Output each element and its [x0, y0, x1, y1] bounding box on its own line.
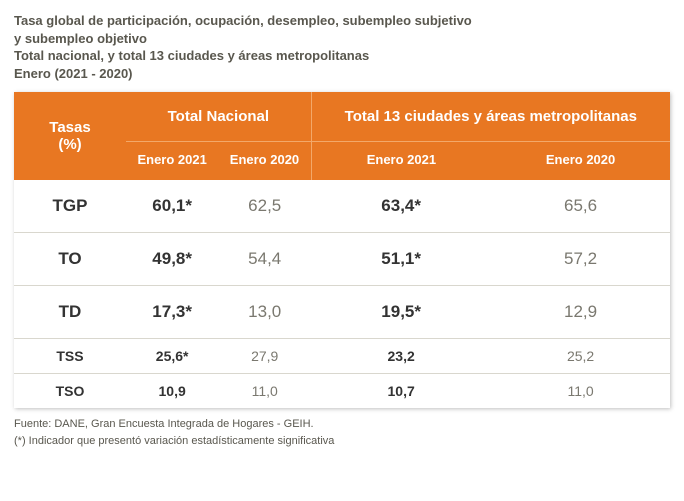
- header-sub-13c-2020: Enero 2020: [491, 142, 670, 181]
- title-line-4: Enero (2021 - 2020): [14, 65, 670, 83]
- table-row: TGP 60,1* 62,5 63,4* 65,6: [14, 180, 670, 233]
- data-table: Tasas (%) Total Nacional Total 13 ciudad…: [14, 92, 670, 408]
- cell-value: 27,9: [218, 339, 311, 374]
- cell-value: 25,2: [491, 339, 670, 374]
- title-line-2: y subempleo objetivo: [14, 30, 670, 48]
- title-block: Tasa global de participación, ocupación,…: [14, 12, 670, 82]
- footnote-source: Fuente: DANE, Gran Encuesta Integrada de…: [14, 416, 670, 433]
- header-sub-13c-2021: Enero 2021: [311, 142, 491, 181]
- footnotes: Fuente: DANE, Gran Encuesta Integrada de…: [14, 416, 670, 449]
- footnote-significance: (*) Indicador que presentó variación est…: [14, 433, 670, 450]
- cell-value: 51,1*: [311, 233, 491, 286]
- header-corner-line1: Tasas: [14, 119, 126, 136]
- header-sub-nac-2021: Enero 2021: [126, 142, 218, 181]
- row-label: TD: [14, 286, 126, 339]
- row-label: TO: [14, 233, 126, 286]
- row-label: TGP: [14, 180, 126, 233]
- cell-value: 49,8*: [126, 233, 218, 286]
- cell-value: 19,5*: [311, 286, 491, 339]
- cell-value: 57,2: [491, 233, 670, 286]
- cell-value: 54,4: [218, 233, 311, 286]
- table-body: TGP 60,1* 62,5 63,4* 65,6 TO 49,8* 54,4 …: [14, 180, 670, 408]
- cell-value: 62,5: [218, 180, 311, 233]
- cell-value: 23,2: [311, 339, 491, 374]
- row-label: TSO: [14, 374, 126, 409]
- cell-value: 11,0: [218, 374, 311, 409]
- cell-value: 10,7: [311, 374, 491, 409]
- table-row: TO 49,8* 54,4 51,1* 57,2: [14, 233, 670, 286]
- header-group-13ciudades: Total 13 ciudades y áreas metropolitanas: [311, 92, 670, 142]
- title-line-1: Tasa global de participación, ocupación,…: [14, 12, 670, 30]
- cell-value: 12,9: [491, 286, 670, 339]
- table-row: TD 17,3* 13,0 19,5* 12,9: [14, 286, 670, 339]
- cell-value: 65,6: [491, 180, 670, 233]
- cell-value: 13,0: [218, 286, 311, 339]
- table-row: TSS 25,6* 27,9 23,2 25,2: [14, 339, 670, 374]
- header-corner: Tasas (%): [14, 92, 126, 180]
- cell-value: 25,6*: [126, 339, 218, 374]
- header-corner-line2: (%): [14, 136, 126, 153]
- title-line-3: Total nacional, y total 13 ciudades y ár…: [14, 47, 670, 65]
- cell-value: 63,4*: [311, 180, 491, 233]
- table-row: TSO 10,9 11,0 10,7 11,0: [14, 374, 670, 409]
- cell-value: 11,0: [491, 374, 670, 409]
- cell-value: 17,3*: [126, 286, 218, 339]
- header-sub-nac-2020: Enero 2020: [218, 142, 311, 181]
- row-label: TSS: [14, 339, 126, 374]
- cell-value: 10,9: [126, 374, 218, 409]
- header-group-nacional: Total Nacional: [126, 92, 311, 142]
- cell-value: 60,1*: [126, 180, 218, 233]
